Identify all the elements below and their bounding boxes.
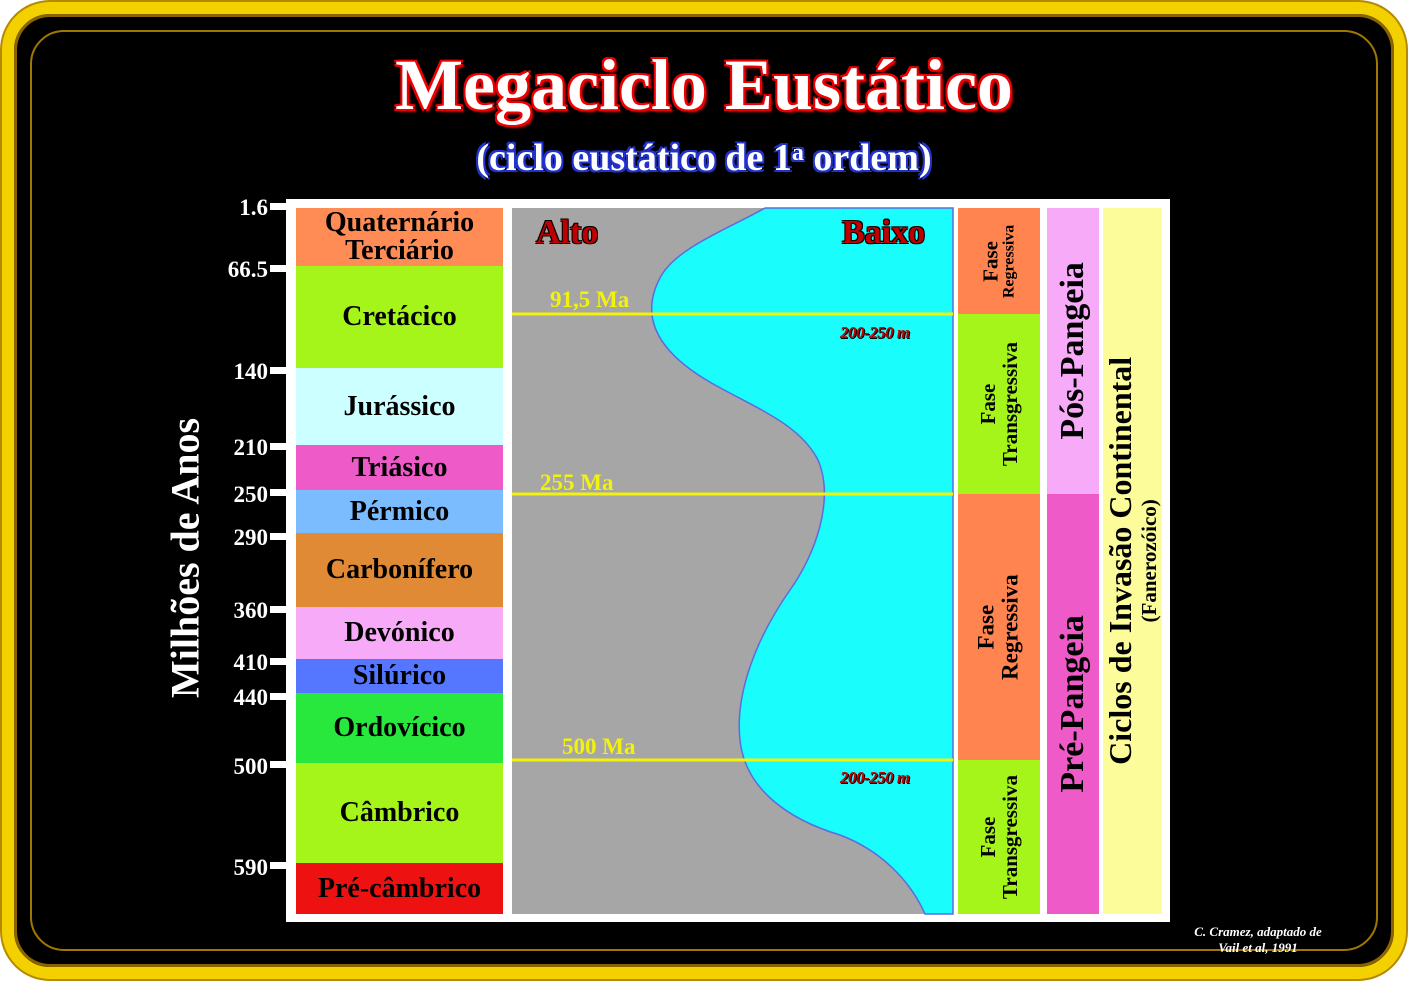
tick-label: 250 <box>233 482 269 507</box>
period-triassic: Triásico <box>296 445 503 490</box>
tick-mark <box>270 693 286 700</box>
tick-mark <box>270 658 286 665</box>
tick-mark <box>270 367 286 374</box>
period-precambrian: Pré-câmbrico <box>296 863 503 914</box>
period-cambrian: Câmbrico <box>296 763 503 863</box>
phase-regressive-upper: Fase Regressiva <box>958 208 1040 314</box>
tick-label: 210 <box>233 435 269 460</box>
tick-mark <box>270 489 286 496</box>
period-silurian: Silúrico <box>296 659 503 693</box>
tick-mark <box>270 606 286 613</box>
period-permian: Pérmico <box>296 490 503 533</box>
phase-transgressive-upper: Fase Transgressiva <box>958 314 1040 494</box>
tick-mark <box>270 443 286 450</box>
period-ordovician: Ordovícico <box>296 693 503 763</box>
sea-area <box>650 207 954 915</box>
continental-invasion-cycles-band: Ciclos de Invasão Continental (Fanerozóic… <box>1103 208 1162 914</box>
period-carboniferous: Carbonífero <box>296 533 503 607</box>
label-baixo: Baixo <box>842 214 926 251</box>
credit-text: C. Cramez, adaptado de Vail et al, 1991 <box>1194 924 1322 956</box>
period-devonian: Devónico <box>296 607 503 659</box>
period-cretaceous: Cretácico <box>296 266 503 368</box>
tick-label: 410 <box>233 650 269 675</box>
tick-label: 440 <box>233 685 269 710</box>
post-pangea-band: Pós-Pangeia <box>1047 208 1099 494</box>
period-jurassic: Jurássico <box>296 368 503 445</box>
tick-mark <box>270 203 286 210</box>
age-label-91-5: 91,5 Ma <box>550 287 630 312</box>
period-quaternary-tertiary: Quaternário Terciário <box>296 208 503 266</box>
tick-label: 66.5 <box>227 257 268 282</box>
phase-regressive-lower: Fase Regressiva <box>958 494 1040 760</box>
phase-transgressive-lower: Fase Transgressiva <box>958 760 1040 914</box>
tick-mark <box>270 761 286 768</box>
tick-label: 1.6 <box>239 195 268 220</box>
age-label-255: 255 Ma <box>540 470 614 495</box>
depth-label-lower: 200-250 m <box>840 768 910 787</box>
age-label-500: 500 Ma <box>562 734 636 759</box>
tick-label: 290 <box>233 525 269 550</box>
pre-pangea-band: Pré-Pangeia <box>1047 494 1099 914</box>
slide-subtitle: (ciclo eustático de 1a ordem) <box>476 137 932 179</box>
tick-label: 140 <box>233 359 269 384</box>
label-alto: Alto <box>536 214 599 251</box>
tick-label: 360 <box>233 598 269 623</box>
slide-title: Megaciclo Eustático <box>395 45 1013 125</box>
tick-mark <box>270 533 286 540</box>
tick-mark <box>270 265 286 272</box>
tick-label: 590 <box>233 855 269 880</box>
tick-mark <box>270 862 286 869</box>
tick-label: 500 <box>233 754 269 779</box>
depth-label-upper: 200-250 m <box>840 323 910 342</box>
